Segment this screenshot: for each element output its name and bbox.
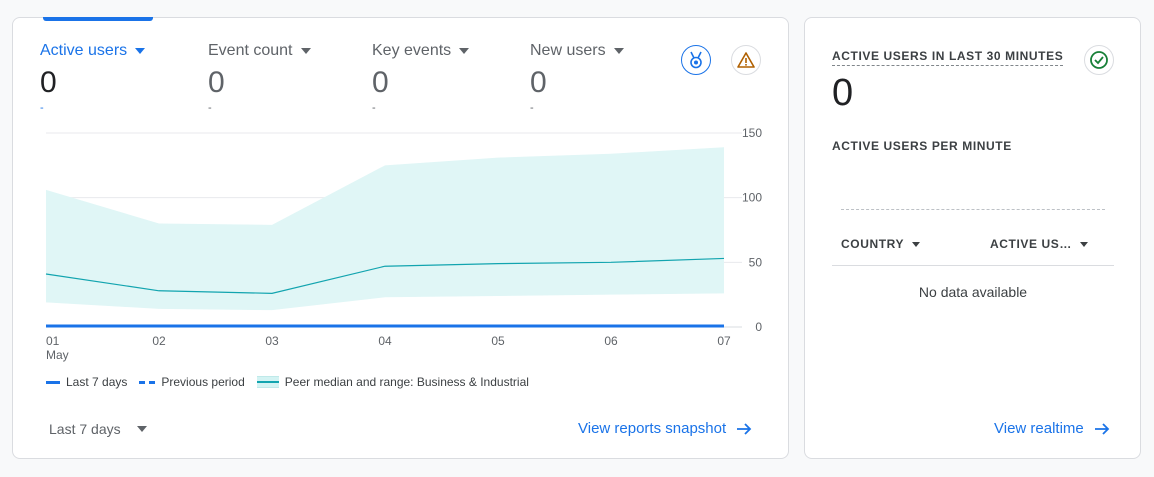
x-tick-sublabel: May xyxy=(46,348,69,362)
x-tick-label: 07 xyxy=(717,334,731,348)
y-tick-label: 0 xyxy=(755,320,762,334)
y-tick-label: 150 xyxy=(742,126,762,140)
column-header-active-users[interactable]: ACTIVE US… xyxy=(990,237,1089,251)
check-circle-icon[interactable] xyxy=(1084,45,1114,75)
per-minute-sparkline xyxy=(841,209,1105,210)
peer-median-line xyxy=(45,257,725,294)
metric-delta: - xyxy=(208,102,212,114)
overview-card: Active users 0 - Event count 0 - Key eve… xyxy=(12,17,789,459)
metric-value: 0 xyxy=(40,66,57,99)
metric-delta: - xyxy=(40,102,44,114)
x-tick-label: 02 xyxy=(152,334,166,348)
metric-value: 0 xyxy=(530,66,547,99)
chevron-down-icon xyxy=(135,48,146,54)
realtime-value: 0 xyxy=(832,72,854,114)
x-tick-label: 05 xyxy=(491,334,505,348)
realtime-subtitle: ACTIVE USERS PER MINUTE xyxy=(832,139,1012,153)
legend-item-previous-period: Previous period xyxy=(139,375,245,389)
metric-value: 0 xyxy=(372,66,389,99)
metric-new-users[interactable]: New users 0 - xyxy=(530,42,624,114)
chevron-down-icon xyxy=(136,426,147,432)
metric-delta: - xyxy=(372,102,376,114)
line-chart: 150 100 50 0 01 02 03 04 05 06 07 May xyxy=(45,126,763,362)
metric-event-count[interactable]: Event count 0 - xyxy=(208,42,311,114)
warning-triangle-icon[interactable] xyxy=(731,45,761,75)
date-range-select[interactable]: Last 7 days xyxy=(49,421,147,437)
peer-range-band xyxy=(46,147,724,311)
y-tick-label: 100 xyxy=(742,191,762,205)
legend-item-peer-median: Peer median and range: Business & Indust… xyxy=(256,375,529,389)
no-data-message: No data available xyxy=(918,284,1028,300)
view-realtime-link[interactable]: View realtime xyxy=(994,420,1110,437)
active-tab-indicator xyxy=(43,17,153,21)
arrow-right-icon xyxy=(1094,422,1110,435)
realtime-title[interactable]: ACTIVE USERS IN LAST 30 MINUTES xyxy=(832,49,1064,66)
metric-label[interactable]: Active users xyxy=(40,42,146,60)
x-tick-label: 01 xyxy=(46,334,60,348)
legend-swatch xyxy=(256,376,279,388)
metric-label[interactable]: New users xyxy=(530,42,624,60)
y-tick-label: 50 xyxy=(749,255,763,269)
metric-label[interactable]: Key events xyxy=(372,42,470,60)
realtime-table-header: COUNTRY ACTIVE US… xyxy=(832,237,1114,266)
realtime-card: ACTIVE USERS IN LAST 30 MINUTES 0 ACTIVE… xyxy=(804,17,1141,459)
metric-label[interactable]: Event count xyxy=(208,42,311,60)
chart-legend: Last 7 days Previous period Peer median … xyxy=(46,375,529,389)
metric-key-events[interactable]: Key events 0 - xyxy=(372,42,470,114)
metric-value: 0 xyxy=(208,66,225,99)
legend-swatch xyxy=(46,380,60,384)
x-tick-label: 03 xyxy=(265,334,279,348)
chevron-down-icon xyxy=(613,48,624,54)
chevron-down-icon xyxy=(459,48,470,54)
legend-swatch xyxy=(139,380,156,384)
chevron-down-icon xyxy=(912,241,921,247)
chevron-down-icon xyxy=(300,48,311,54)
view-reports-snapshot-link[interactable]: View reports snapshot xyxy=(578,420,752,437)
column-header-country[interactable]: COUNTRY xyxy=(841,237,921,251)
medal-icon[interactable] xyxy=(681,45,711,75)
arrow-right-icon xyxy=(737,422,752,435)
metric-active-users[interactable]: Active users 0 - xyxy=(40,42,146,114)
chevron-down-icon xyxy=(1080,241,1089,247)
metric-delta: - xyxy=(530,102,534,114)
legend-item-last-7-days: Last 7 days xyxy=(46,375,127,389)
x-tick-label: 04 xyxy=(378,334,392,348)
x-tick-label: 06 xyxy=(604,334,618,348)
